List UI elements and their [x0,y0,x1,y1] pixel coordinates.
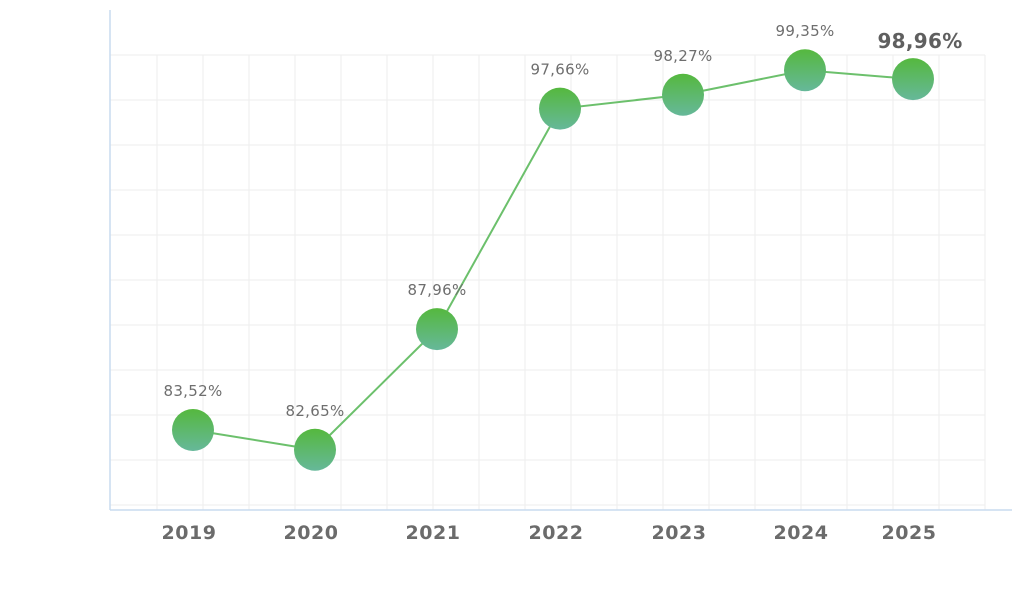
x-tick-label-2019: 2019 [162,522,217,544]
data-point-2021 [416,308,458,351]
data-label-2021: 87,96% [408,281,467,299]
x-tick-label-2021: 2021 [406,522,461,544]
x-tick-label-2020: 2020 [284,522,339,544]
data-point-2025 [892,58,934,101]
marker-layer [172,49,934,471]
data-label-2022: 97,66% [531,61,590,79]
data-label-2024: 99,35% [776,22,835,40]
x-tick-label-2022: 2022 [529,522,584,544]
x-tick-layer: 2019 2020 2021 2022 2023 2024 2025 [162,522,937,544]
grid [110,54,986,510]
data-label-2020: 82,65% [286,402,345,420]
data-point-2023 [662,73,704,116]
x-tick-label-2024: 2024 [774,522,829,544]
data-label-2025: 98,96% [877,29,962,53]
data-label-2023: 98,27% [654,47,713,65]
data-point-2020 [294,428,336,471]
x-tick-label-2025: 2025 [882,522,937,544]
data-point-2024 [784,49,826,92]
x-tick-label-2023: 2023 [652,522,707,544]
data-label-2019: 83,52% [164,382,223,400]
data-point-2022 [539,87,581,130]
data-label-layer: 83,52% 82,65% 87,96% 97,66% 98,27% 99,35% 98,9… [164,22,963,420]
data-point-2019 [172,409,214,451]
